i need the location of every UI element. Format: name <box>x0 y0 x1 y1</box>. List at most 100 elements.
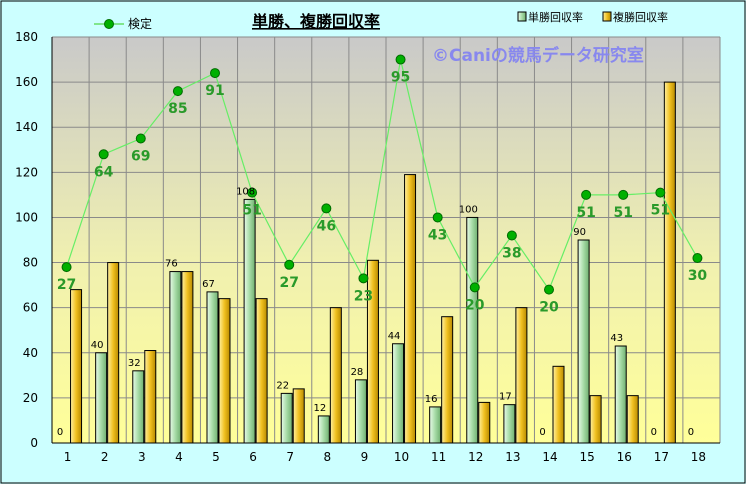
x-tick-label: 12 <box>468 450 483 464</box>
y-tick-label: 160 <box>15 75 38 89</box>
bar-tansho <box>95 352 108 444</box>
y-tick-label: 60 <box>23 301 38 315</box>
bar-label-tansho: 17 <box>499 392 512 403</box>
legend-gold-swatch <box>602 11 612 22</box>
y-tick-label: 80 <box>23 256 38 270</box>
legend-green-swatch <box>517 11 527 22</box>
bar-label-tansho: 44 <box>388 331 401 342</box>
kentei-label: 51 <box>651 203 670 219</box>
y-tick-label: 40 <box>23 346 38 360</box>
bar-fukusho <box>404 174 417 444</box>
x-tick-label: 6 <box>249 450 257 464</box>
y-tick-label: 120 <box>15 165 38 179</box>
bar-label-tansho: 90 <box>573 227 586 238</box>
kentei-point <box>358 273 369 284</box>
bar-fukusho <box>255 298 268 444</box>
bar-tansho <box>280 392 293 444</box>
bar-fukusho <box>552 365 565 444</box>
bar-label-tansho: 0 <box>539 427 545 438</box>
data-labels: 0 40 32 76 67 108 22 12 28 44 16 100 17 0 90 43 0 0 27 64 69… <box>57 70 708 438</box>
bar-fukusho <box>181 271 194 444</box>
bar-fukusho <box>589 395 602 444</box>
kentei-label: 69 <box>131 149 150 165</box>
kentei-label: 51 <box>613 205 632 221</box>
bar-tansho <box>392 343 405 444</box>
bar-fukusho <box>626 395 639 444</box>
bars <box>70 81 676 444</box>
x-tick-label: 8 <box>324 450 332 464</box>
legend: 検定 単勝回収率 複勝回収率 <box>94 10 668 31</box>
x-tick-label: 5 <box>212 450 220 464</box>
bar-tansho <box>429 406 442 444</box>
kentei-label: 38 <box>502 245 521 261</box>
bar-tansho <box>317 415 330 444</box>
bar-fukusho <box>329 307 342 444</box>
kentei-point <box>98 149 109 160</box>
bar-fukusho <box>144 350 157 444</box>
kentei-label: 85 <box>168 101 187 117</box>
kentei-label: 51 <box>242 203 261 219</box>
bar-tansho <box>503 404 516 444</box>
bar-fukusho <box>218 298 231 444</box>
kentei-line <box>65 59 698 291</box>
y-tick-label: 0 <box>30 436 38 450</box>
line-series <box>61 54 703 295</box>
kentei-label: 43 <box>428 227 447 243</box>
kentei-point <box>135 133 146 144</box>
bar-label-tansho: 40 <box>91 340 104 351</box>
bar-label-tansho: 0 <box>688 427 694 438</box>
chart-title: 単勝、複勝回収率 <box>252 12 380 31</box>
bar-fukusho <box>478 401 491 444</box>
bar-label-tansho: 22 <box>276 380 289 391</box>
x-tick-label: 11 <box>431 450 446 464</box>
x-tick-label: 9 <box>361 450 369 464</box>
kentei-label: 20 <box>465 297 485 313</box>
x-tick-label: 10 <box>394 450 409 464</box>
y-tick-label: 180 <box>15 30 38 44</box>
kentei-label: 91 <box>205 83 224 99</box>
x-tick-label: 15 <box>579 450 594 464</box>
bar-tansho <box>243 198 256 444</box>
y-tick-label: 140 <box>15 120 38 134</box>
kentei-point <box>544 284 554 295</box>
gridlines <box>51 36 721 444</box>
kentei-label: 46 <box>317 218 336 234</box>
x-tick-label: 1 <box>64 450 72 464</box>
bar-fukusho <box>515 307 528 444</box>
bar-label-tansho: 12 <box>313 403 326 414</box>
kentei-point <box>172 86 183 97</box>
kentei-point <box>692 253 703 264</box>
kentei-label: 27 <box>279 275 298 291</box>
kentei-label: 64 <box>94 164 114 180</box>
kentei-point <box>247 187 258 198</box>
bar-label-tansho: 0 <box>57 427 63 438</box>
x-tick-label: 17 <box>654 450 669 464</box>
bar-label-tansho: 100 <box>459 204 478 215</box>
bar-label-tansho: 16 <box>425 394 438 405</box>
x-tick-label: 16 <box>617 450 632 464</box>
x-tick-label: 13 <box>505 450 520 464</box>
kentei-label: 51 <box>576 205 595 221</box>
bar-tansho <box>577 239 590 444</box>
legend-gold-label: 複勝回収率 <box>613 10 668 24</box>
bar-tansho <box>206 291 219 444</box>
kentei-label: 20 <box>539 300 559 316</box>
kentei-point <box>618 189 629 200</box>
bar-label-tansho: 32 <box>128 358 141 369</box>
y-tick-label: 20 <box>23 391 38 405</box>
legend-line-label: 検定 <box>128 16 152 31</box>
watermark: ©Caniの競馬データ研究室 <box>432 45 644 66</box>
x-tick-label: 4 <box>175 450 183 464</box>
kentei-label: 95 <box>391 70 410 86</box>
kentei-point <box>432 212 443 223</box>
x-axis-ticks: 1 2 3 4 5 6 7 8 9 10 11 12 13 14 15 16 17 18 <box>64 450 706 464</box>
kentei-point <box>469 282 480 293</box>
kentei-point <box>395 54 406 65</box>
y-axis-ticks: 0 20 40 60 80 100 120 140 160 180 <box>15 30 38 450</box>
bar-fukusho <box>292 388 305 444</box>
bar-label-tansho: 108 <box>236 186 255 197</box>
kentei-point <box>210 68 220 79</box>
